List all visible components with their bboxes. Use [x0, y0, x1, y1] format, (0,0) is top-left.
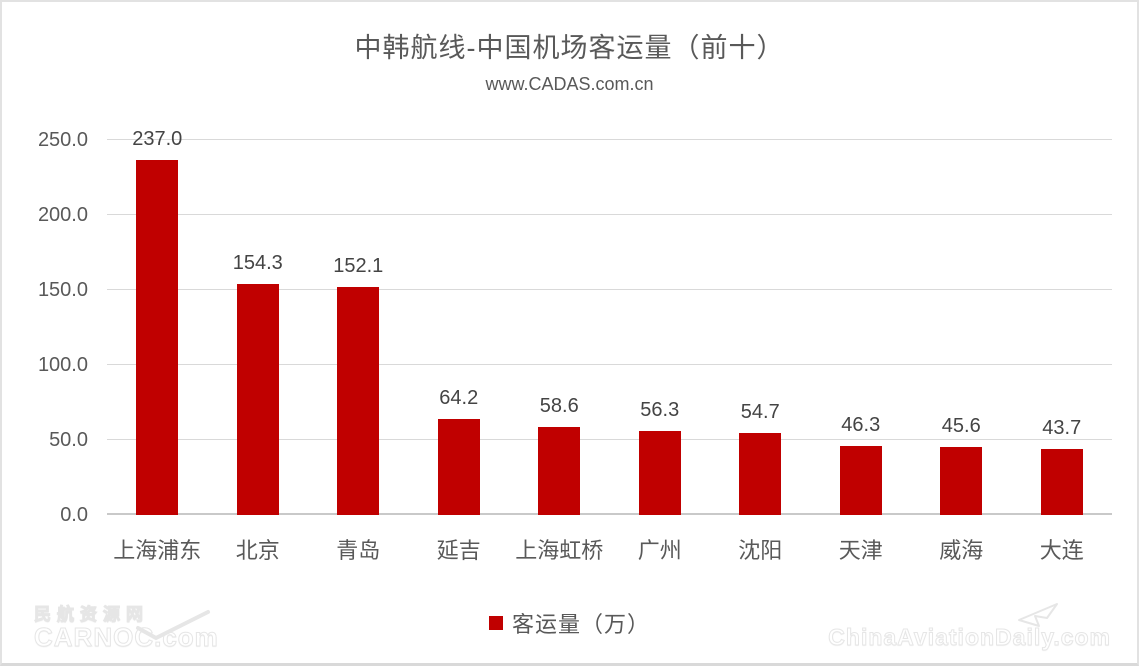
bar-slot: 56.3: [610, 140, 711, 515]
plot-area: 237.0 154.3 152.1 64.2 58.6 56.3 54.7 46.3 45.6 4…: [107, 128, 1113, 515]
y-axis: 0.0 50.0 100.0 150.0 200.0 250.0: [2, 129, 90, 526]
bar: [337, 286, 380, 515]
bar: [940, 446, 983, 515]
gridline: [107, 439, 1112, 440]
bar: [1040, 449, 1083, 515]
chart-title: 中韩航线-中国机场客运量（前十）: [354, 33, 785, 63]
x-axis-labels: 上海浦东 北京 青岛 延吉 上海虹桥 广州 沈阳 天津 威海 大连: [107, 537, 1112, 565]
x-tick-label: 上海浦东: [113, 538, 202, 563]
x-tick-label: 沈阳: [738, 538, 783, 563]
y-tick-label: 50.0: [49, 429, 88, 451]
bar-value-label: 154.3: [232, 251, 283, 274]
bar: [236, 283, 279, 515]
bar-slot: 154.3: [208, 140, 309, 515]
bar: [638, 430, 681, 515]
gridline: [107, 214, 1112, 215]
chart-body: 0.0 50.0 100.0 150.0 200.0 250.0 237.0 154.3 15…: [2, 128, 1137, 526]
x-tick-label: 天津: [838, 538, 883, 563]
bar-value-label: 54.7: [740, 400, 780, 423]
y-tick-label: 150.0: [37, 279, 88, 301]
bar: [839, 445, 882, 515]
y-tick-label: 0.0: [60, 504, 88, 526]
y-tick-label: 200.0: [37, 204, 88, 226]
x-tick-label: 延吉: [436, 538, 481, 563]
bar-value-label: 58.6: [539, 395, 579, 418]
bar-slot: 64.2: [409, 140, 510, 515]
bar-value-label: 45.6: [941, 414, 981, 437]
bar-value-label: 64.2: [439, 386, 479, 409]
x-tick-label: 广州: [637, 538, 682, 563]
bar-value-label: 43.7: [1042, 417, 1082, 440]
y-tick-label: 250.0: [37, 129, 88, 151]
legend: 客运量（万）: [2, 607, 1137, 639]
x-tick-label: 青岛: [336, 538, 381, 563]
x-tick-label: 上海虹桥: [515, 538, 604, 563]
x-tick-label: 大连: [1039, 538, 1084, 563]
bar-slot: 152.1: [308, 140, 409, 515]
x-tick-label: 北京: [235, 538, 280, 563]
bar: [437, 418, 480, 515]
bar-value-label: 46.3: [841, 413, 881, 436]
legend-marker-icon: [488, 616, 503, 630]
y-tick-label: 100.0: [37, 354, 88, 376]
bar-slot: 46.3: [811, 140, 912, 515]
x-tick-label: 威海: [939, 538, 984, 563]
legend-label: 客运量（万）: [511, 612, 650, 637]
bars-row: 237.0 154.3 152.1 64.2 58.6 56.3 54.7 46.3 45.6 4…: [107, 128, 1113, 515]
gridline: [107, 289, 1112, 290]
gridline: [107, 139, 1112, 140]
bar: [136, 159, 179, 515]
bar-value-label: 152.1: [333, 254, 384, 277]
bar-slot: 237.0: [107, 128, 208, 515]
bar: [739, 432, 782, 515]
gridline: [107, 364, 1112, 365]
bar-slot: 54.7: [710, 140, 811, 515]
bar-value-label: 237.0: [132, 127, 183, 150]
x-axis-line: [107, 513, 1112, 515]
bar-slot: 45.6: [911, 140, 1012, 515]
bar-value-label: 56.3: [640, 398, 680, 421]
bar-slot: 58.6: [509, 140, 610, 515]
bar: [538, 427, 581, 515]
bar-slot: 43.7: [1012, 140, 1113, 515]
chart-subtitle: www.CADAS.com.cn: [485, 74, 654, 94]
